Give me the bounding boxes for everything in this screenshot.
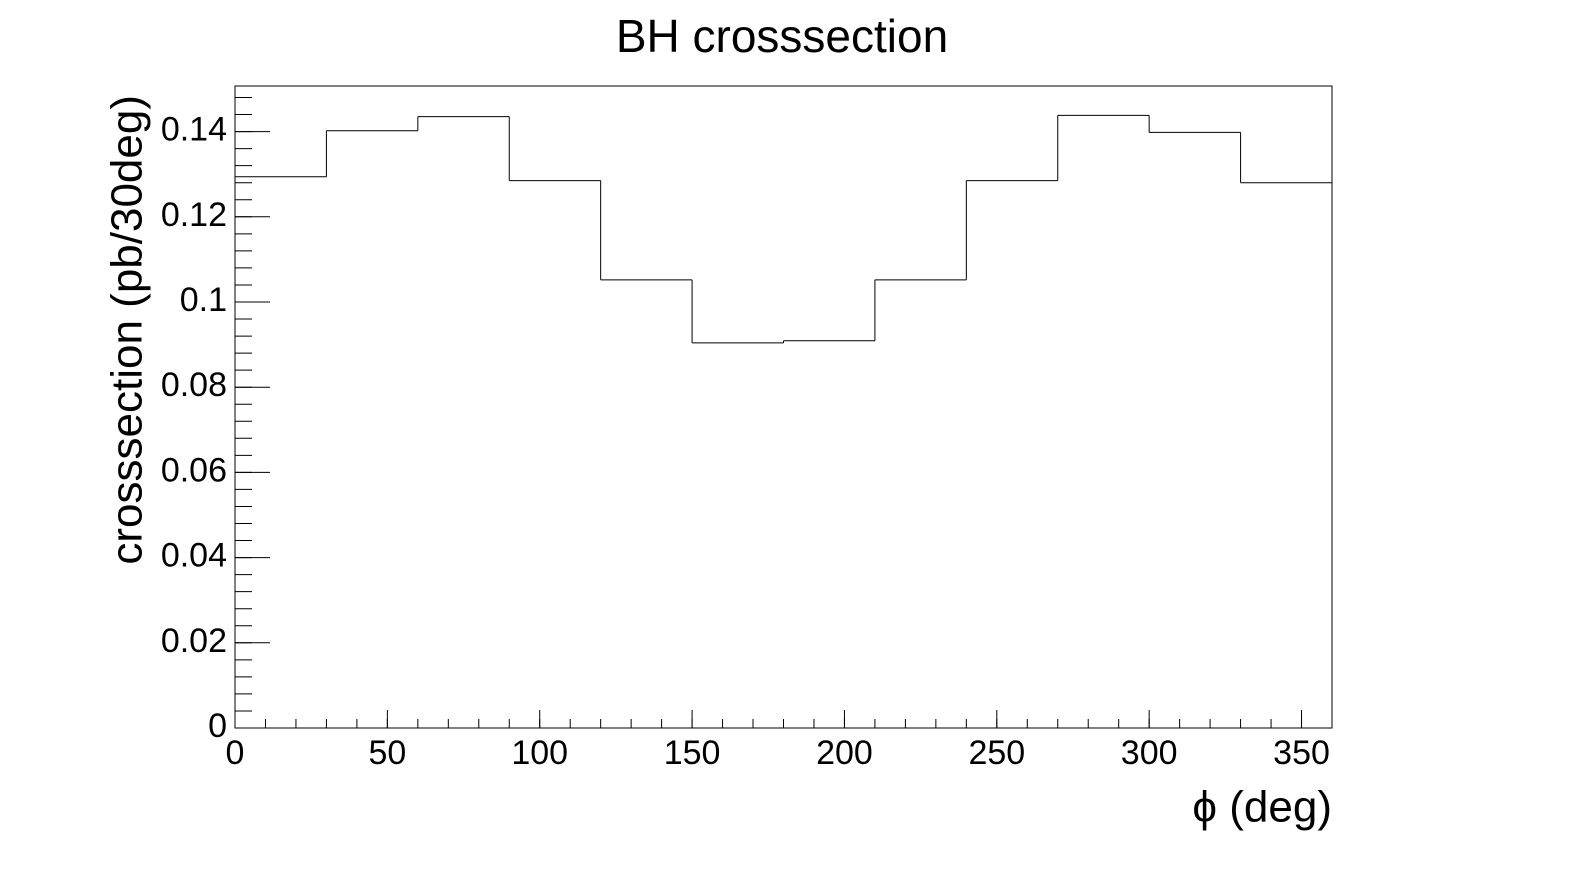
y-tick-label: 0.1 bbox=[180, 281, 227, 319]
x-tick-label: 150 bbox=[664, 734, 721, 772]
y-tick-label: 0 bbox=[208, 707, 227, 745]
x-tick-label: 200 bbox=[816, 734, 873, 772]
x-tick-label: 100 bbox=[511, 734, 568, 772]
x-tick-label: 0 bbox=[226, 734, 245, 772]
x-tick-label: 350 bbox=[1273, 734, 1330, 772]
x-axis-label: ϕ (deg) bbox=[1192, 783, 1332, 832]
chart-title: BH crosssection bbox=[616, 10, 948, 62]
y-tick-label: 0.02 bbox=[161, 622, 227, 660]
y-tick-label: 0.06 bbox=[161, 451, 227, 489]
y-tick-label: 0.08 bbox=[161, 366, 227, 404]
x-tick-label: 300 bbox=[1121, 734, 1178, 772]
y-axis-label: crosssection (pb/30deg) bbox=[103, 95, 152, 565]
x-tick-label: 250 bbox=[968, 734, 1025, 772]
x-tick-label: 50 bbox=[368, 734, 406, 772]
y-tick-label: 0.04 bbox=[161, 537, 227, 575]
y-tick-label: 0.12 bbox=[161, 196, 227, 234]
y-tick-label: 0.14 bbox=[161, 111, 227, 149]
plot-frame bbox=[234, 85, 1333, 729]
